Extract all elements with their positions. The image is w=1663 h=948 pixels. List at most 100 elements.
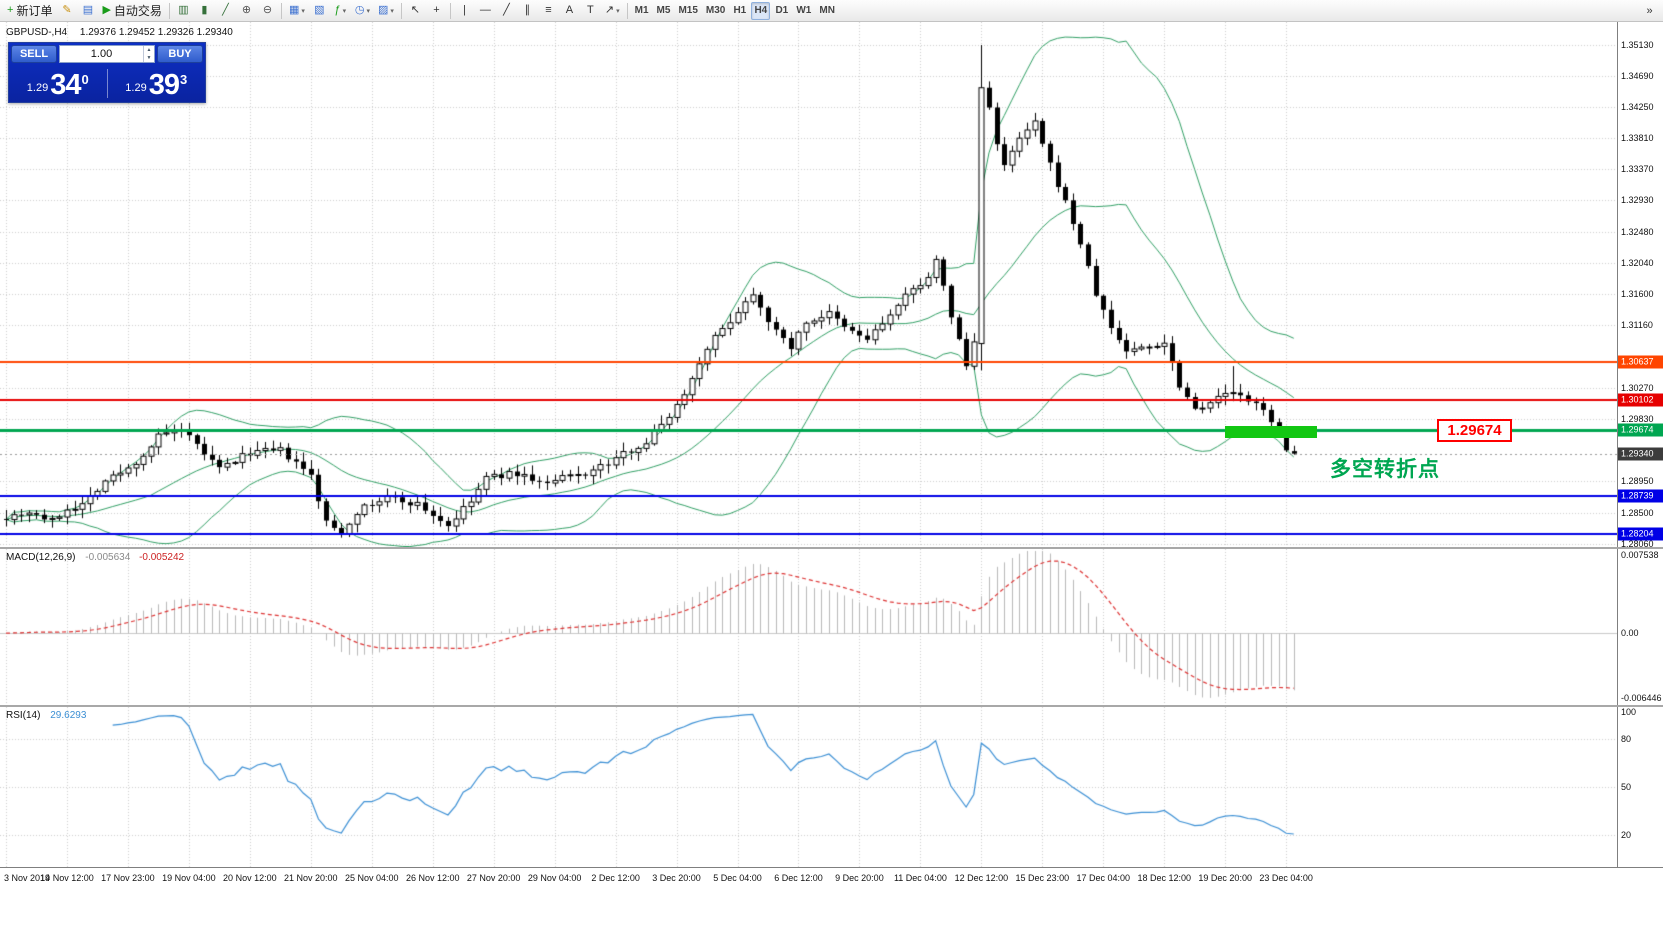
price-tag: 1.29674: [1618, 423, 1663, 437]
time-axis-label: 26 Nov 12:00: [405, 873, 460, 883]
price-axis-label: 1.35130: [1621, 40, 1654, 50]
volume-down-button[interactable]: ▼: [146, 55, 152, 61]
metaeditor-icon[interactable]: ✎: [62, 4, 72, 16]
price-callout[interactable]: 1.29674: [1437, 419, 1512, 442]
price-tag: 1.30637: [1618, 355, 1663, 369]
volume-value[interactable]: 1.00: [90, 48, 113, 60]
time-axis-label: 5 Dec 04:00: [713, 873, 762, 883]
macd-value-main: -0.005634: [85, 552, 131, 563]
timeframe-m1[interactable]: M1: [634, 5, 649, 16]
toolbar-separator: [400, 2, 402, 19]
price-axis-label: 1.32040: [1621, 258, 1654, 269]
buy-button[interactable]: BUY: [157, 45, 203, 63]
zoom-out-icon[interactable]: ⊖: [262, 4, 273, 16]
price-tag: 1.30102: [1618, 393, 1663, 407]
price-axis-label: 1.29830: [1621, 414, 1654, 425]
timeframe-h1[interactable]: H1: [733, 5, 747, 16]
indicators-icon[interactable]: ƒ ▾: [334, 4, 347, 16]
time-axis-label: 15 Dec 23:00: [1015, 873, 1070, 883]
bar-chart-icon[interactable]: ▥: [178, 4, 189, 16]
symbol-label: GBPUSD-,H4: [6, 27, 68, 38]
rsi-panel-canvas[interactable]: [0, 707, 1617, 867]
toolbar-separator: [280, 2, 282, 19]
time-axis-label: 6 Dec 12:00: [774, 873, 823, 883]
macd-panel-canvas[interactable]: [0, 549, 1617, 705]
fibonacci-icon[interactable]: ≡: [545, 4, 552, 16]
volume-arrows: ▲ ▼: [143, 46, 154, 62]
trendline-icon[interactable]: ╱: [503, 4, 510, 16]
cursor-icon[interactable]: ↖: [410, 4, 421, 16]
main-chart-canvas[interactable]: [0, 22, 1617, 547]
timeframe-m30[interactable]: M30: [705, 5, 726, 16]
timeframe-d1[interactable]: D1: [775, 5, 789, 16]
time-axis-label: 3 Nov 2019: [4, 873, 51, 883]
time-axis-label: 17 Nov 23:00: [101, 873, 155, 883]
volume-stepper[interactable]: 1.00 ▲ ▼: [59, 45, 155, 63]
price-axis-label: 1.31600: [1621, 289, 1654, 300]
time-axis-label: 20 Nov 12:00: [223, 873, 277, 883]
templates-icon[interactable]: ▨ ▾: [377, 4, 394, 16]
price-axis-label: 1.33810: [1621, 133, 1654, 144]
time-axis-label: 3 Dec 20:00: [652, 873, 701, 883]
sell-button[interactable]: SELL: [11, 45, 57, 63]
text-icon[interactable]: A: [565, 4, 574, 16]
rsi-axis-label: 80: [1621, 734, 1632, 744]
buy-price-small: 1.29: [125, 82, 147, 94]
crosshair-icon[interactable]: +: [433, 4, 440, 16]
price-axis-label: 1.30270: [1621, 383, 1654, 394]
panel-separator-rsi[interactable]: [0, 705, 1663, 707]
arrows-icon[interactable]: ↗ ▾: [604, 4, 620, 16]
market-watch-icon[interactable]: ▤: [82, 4, 94, 16]
zoom-in-icon[interactable]: ⊕: [241, 4, 252, 16]
buy-price[interactable]: 1.29 39 3: [108, 65, 206, 102]
turning-point-note[interactable]: 多空转折点: [1330, 458, 1440, 481]
volume-up-button[interactable]: ▲: [146, 47, 152, 53]
periods-icon[interactable]: ◷ ▾: [354, 4, 370, 16]
macd-axis-max: 0.007538: [1621, 550, 1659, 560]
autotrading-button[interactable]: ▶ 自动交易: [102, 4, 162, 18]
price-axis-label: 1.32480: [1621, 227, 1654, 238]
price-axis-label: 1.32930: [1621, 195, 1654, 206]
trade-panel-prices: 1.29 34 0 1.29 39 3: [9, 65, 205, 102]
price-axis-label: 1.31160: [1621, 320, 1653, 331]
time-axis-label: 2 Dec 12:00: [591, 873, 640, 883]
candlestick-chart-icon[interactable]: ▮: [201, 4, 208, 16]
time-axis-label: 19 Nov 04:00: [162, 873, 216, 883]
toolbar-overflow-icon[interactable]: »: [1646, 4, 1653, 17]
sell-price-big: 34: [50, 69, 81, 101]
new-order-button[interactable]: + 新订单: [7, 4, 53, 18]
price-axis-label: 1.28060: [1621, 539, 1654, 549]
tile-windows-icon[interactable]: ▦ ▾: [288, 4, 305, 16]
highlight-rectangle[interactable]: [1225, 426, 1317, 438]
timeframe-w1[interactable]: W1: [796, 5, 812, 16]
arrange-windows-icon[interactable]: ▧: [314, 4, 325, 16]
trade-panel-divider: [106, 69, 108, 98]
line-chart-icon[interactable]: ╱: [222, 4, 229, 16]
channel-icon[interactable]: ∥: [524, 4, 531, 16]
price-axis-label: 1.34690: [1621, 71, 1654, 82]
label-icon[interactable]: T: [587, 4, 594, 16]
vertical-line-icon[interactable]: |: [462, 4, 466, 16]
timeframe-m15[interactable]: M15: [678, 5, 698, 16]
price-axis-label: 1.28500: [1621, 507, 1654, 518]
trade-panel-controls: SELL 1.00 ▲ ▼ BUY: [9, 43, 205, 65]
rsi-axis-label: 50: [1621, 782, 1632, 792]
macd-value-signal: -0.005242: [139, 552, 185, 563]
macd-axis-min: -0.006446: [1621, 693, 1662, 703]
rsi-info: RSI(14) 29.6293: [6, 710, 86, 721]
price-axis-label: 1.34250: [1621, 102, 1654, 113]
toolbar-separator: [449, 2, 451, 19]
time-axis-label: 25 Nov 04:00: [344, 873, 399, 883]
panel-separator-macd[interactable]: [0, 547, 1663, 549]
timeframe-mn[interactable]: MN: [819, 5, 835, 16]
ohlc-values: 1.29376 1.29452 1.29326 1.29340: [79, 27, 233, 38]
price-tag: 1.28739: [1618, 489, 1663, 503]
timeframe-m5[interactable]: M5: [656, 5, 671, 16]
rsi-value: 29.6293: [50, 710, 87, 721]
time-axis-label: 9 Dec 20:00: [835, 873, 884, 883]
sell-price[interactable]: 1.29 34 0: [9, 65, 107, 102]
timeframe-h4[interactable]: H4: [751, 1, 771, 20]
rsi-label: RSI(14): [6, 710, 41, 721]
horizontal-line-icon[interactable]: —: [479, 4, 491, 16]
toolbar-separator: [626, 2, 628, 19]
